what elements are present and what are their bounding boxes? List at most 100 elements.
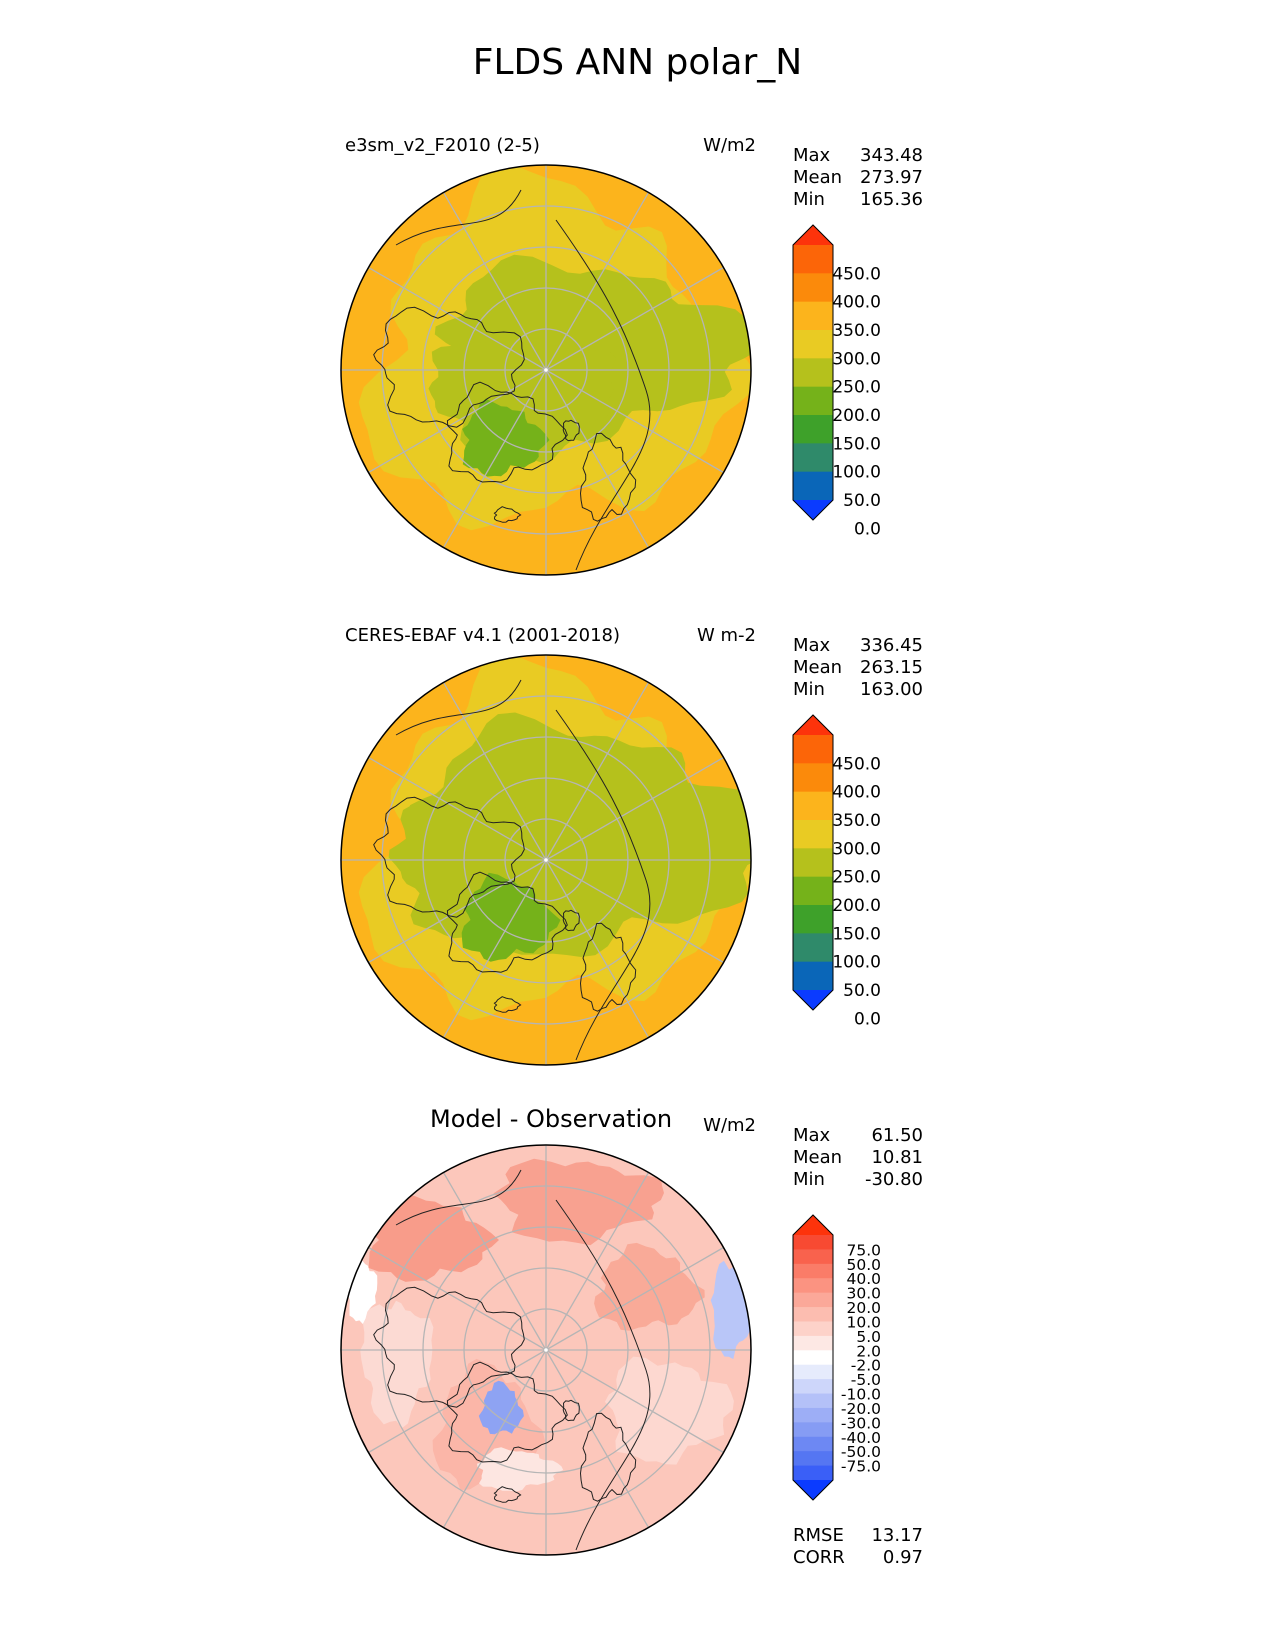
colorbar-tick-label: -5.0	[851, 1371, 881, 1389]
units-label: W/m2	[703, 135, 756, 156]
colorbars: 450.0 400.0 350.0 300.0 250.0 200.0 150.0 100.0…	[792, 224, 881, 1501]
greenland-coastline	[446, 871, 568, 973]
eurasia-coastline	[555, 1199, 651, 1551]
colorbar-tick-label: 75.0	[846, 1241, 881, 1259]
min-label: Min	[793, 189, 825, 210]
colorbar-tick-label: 400.0	[832, 293, 881, 313]
pole-marker	[544, 368, 548, 372]
max-value: 61.50	[871, 1125, 923, 1146]
model-map	[341, 165, 751, 575]
colorbar-segment	[793, 1422, 833, 1438]
max-label: Max	[793, 145, 831, 166]
anomaly-patch	[477, 1447, 564, 1492]
rmse-value: 13.17	[871, 1525, 923, 1546]
colorbar-outline	[792, 224, 834, 521]
figure-title: FLDS ANN polar_N	[472, 42, 803, 83]
colorbar-segment	[793, 273, 833, 303]
negative-anomaly-patch	[478, 1380, 524, 1435]
panel-difference: Model - Observation W/m2 Max 61.50 Mean 10…	[0, 1105, 1275, 1595]
svalbard-coastline	[562, 909, 580, 932]
colorbar-segment	[793, 1407, 833, 1423]
colorbar-segment	[793, 443, 833, 473]
colorbar-outline	[792, 714, 834, 1011]
colorbar-segment	[793, 386, 833, 416]
colorbar: 450.0 400.0 350.0 300.0 250.0 200.0 150.0 100.0…	[792, 714, 881, 1029]
colorbar-tick-label: 250.0	[832, 378, 881, 398]
colorbar-tick-label: 200.0	[832, 896, 881, 916]
colorbar: 75.050.040.030.020.010.05.02.0-2.0-5.0-1…	[792, 1214, 881, 1501]
colorbar-segment	[793, 1393, 833, 1409]
meridian-line	[368, 1246, 547, 1351]
scandinavia-coastline	[579, 922, 637, 1012]
colorbar-tick-label: 30.0	[846, 1285, 881, 1303]
meridian-line	[545, 859, 724, 964]
colorbar-tick-label: 2.0	[856, 1342, 881, 1360]
colorbar-tick-label: -50.0	[841, 1443, 881, 1461]
max-value: 336.45	[860, 635, 923, 656]
mean-value: 263.15	[860, 657, 923, 678]
colorbar-tick-label: 0.0	[854, 1009, 881, 1029]
colorbar-segment	[793, 1278, 833, 1294]
meridian-line	[545, 1349, 650, 1528]
colorbar-segment	[793, 1307, 833, 1322]
iceland-coastline	[493, 1486, 522, 1503]
anomaly-patch	[360, 1300, 434, 1428]
meridian-line	[545, 859, 650, 1038]
mean-label: Mean	[793, 1147, 843, 1168]
colorbar-segment	[793, 1436, 833, 1452]
colorbar-segment	[793, 820, 833, 849]
anomaly-patch	[604, 1356, 734, 1465]
colorbar-segment	[793, 358, 833, 388]
colorbar-tick-label: 40.0	[846, 1270, 881, 1288]
stats-box: Max 61.50 Mean 10.81 Min -30.80	[793, 1125, 923, 1191]
panel-title: CERES-EBAF v4.1 (2001-2018)	[345, 625, 621, 646]
colorbar-tick-label: -2.0	[851, 1357, 881, 1375]
colorbar-segment	[793, 471, 833, 501]
colorbar-tick-label: 100.0	[832, 953, 881, 973]
colorbar-segment	[793, 415, 833, 444]
colorbar-tick-label: -40.0	[841, 1429, 881, 1447]
colorbar-tick-label: 300.0	[832, 839, 881, 859]
mean-value: 273.97	[860, 167, 923, 188]
colorbar-extend-min	[793, 1480, 833, 1500]
colorbar-tick-label: 0.0	[854, 519, 881, 539]
meridian-line	[442, 192, 547, 371]
colorbar-segment	[793, 301, 833, 331]
observation-map	[341, 655, 751, 1065]
colorbar-tick-label: -10.0	[841, 1386, 881, 1404]
min-value: -30.80	[864, 1169, 923, 1190]
map-boundary	[340, 164, 752, 576]
min-value: 165.36	[860, 189, 923, 210]
max-value: 343.48	[860, 145, 923, 166]
map-boundary	[340, 1144, 752, 1556]
north-america-coastline	[373, 796, 525, 918]
colorbar-tick-label: 50.0	[846, 1256, 881, 1274]
meridian-line	[368, 369, 547, 474]
mean-label: Mean	[793, 167, 843, 188]
mean-value: 10.81	[871, 1147, 923, 1168]
colorbar-tick-label: 200.0	[832, 406, 881, 426]
svalbard-coastline	[562, 419, 580, 442]
error-metrics: RMSE 13.17 CORR 0.97	[793, 1525, 923, 1569]
meridian-line	[442, 1172, 547, 1351]
colorbar-segment	[793, 1321, 833, 1337]
colorbar-segment	[793, 905, 833, 934]
anomaly-patch	[493, 1158, 664, 1246]
colorbar-tick-label: 20.0	[846, 1299, 881, 1317]
colorbar-tick-label: 50.0	[843, 981, 881, 1001]
colorbar-tick-label: -20.0	[841, 1400, 881, 1418]
colorbar-segment	[793, 763, 833, 793]
colorbar-segment	[793, 961, 833, 991]
colorbar-extend-min	[793, 500, 833, 520]
colorbar-tick-label: 350.0	[832, 321, 881, 341]
colorbar-extend-max	[793, 1215, 833, 1235]
rmse-label: RMSE	[793, 1525, 844, 1546]
panel-title: e3sm_v2_F2010 (2-5)	[345, 135, 540, 156]
alaska-coastline	[395, 189, 522, 246]
colorbar-segment	[793, 933, 833, 963]
colorbar-tick-label: 100.0	[832, 463, 881, 483]
min-label: Min	[793, 679, 825, 700]
colorbar-segment	[793, 1235, 833, 1250]
colorbar-tick-label: 350.0	[832, 811, 881, 831]
